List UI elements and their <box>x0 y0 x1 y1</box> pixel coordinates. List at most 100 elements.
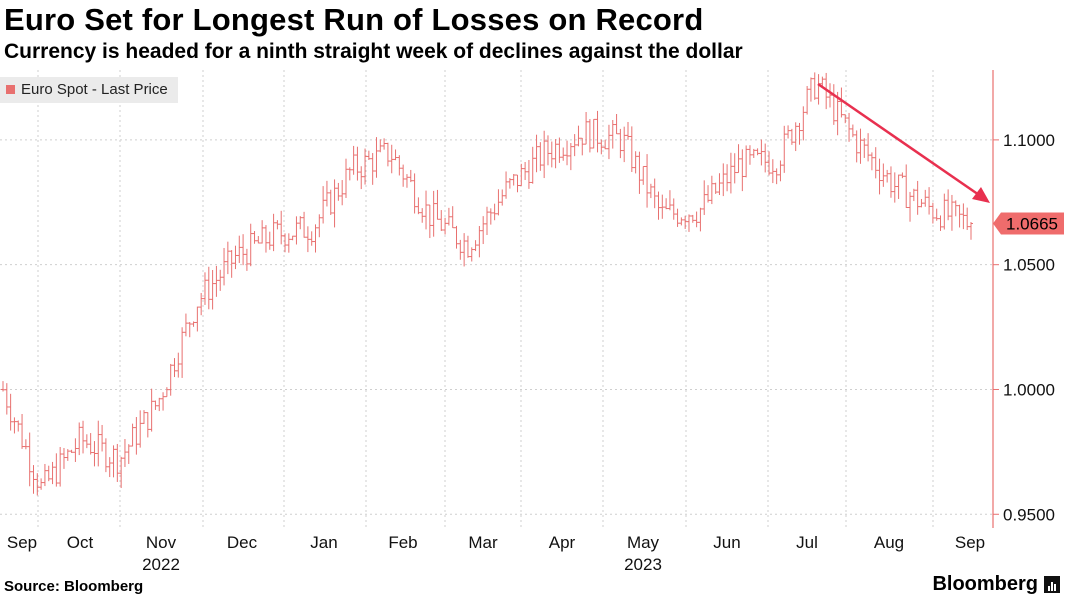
price-bar <box>1 381 5 392</box>
price-bar <box>202 272 207 305</box>
price-bar <box>587 119 592 153</box>
price-bar <box>492 203 497 221</box>
legend: Euro Spot - Last Price <box>0 77 178 103</box>
price-bar <box>679 217 684 226</box>
price-bar <box>812 72 817 100</box>
price-bar <box>145 412 150 438</box>
price-bar <box>404 174 409 188</box>
price-bar <box>328 189 333 215</box>
price-bar <box>23 439 28 450</box>
price-bar <box>164 387 169 398</box>
price-bar <box>534 134 539 173</box>
price-bar <box>683 215 688 229</box>
price-bar <box>698 207 703 232</box>
price-bar <box>8 393 13 431</box>
price-bar <box>103 438 108 473</box>
price-bar <box>305 226 310 253</box>
price-bar <box>816 74 821 105</box>
price-bar <box>603 139 608 150</box>
legend-swatch <box>6 85 15 94</box>
price-bar <box>16 420 21 432</box>
price-bar <box>504 171 509 199</box>
price-bar <box>965 207 970 230</box>
price-bar <box>664 198 669 210</box>
price-bar <box>199 292 204 316</box>
x-tick-label: Nov <box>146 533 177 552</box>
price-bar <box>839 87 844 118</box>
price-bar <box>439 210 444 231</box>
x-tick-label: Mar <box>468 533 498 552</box>
price-bar <box>877 158 882 195</box>
price-bar <box>732 153 737 184</box>
price-bar <box>919 198 924 208</box>
price-bar <box>366 150 371 160</box>
price-bar <box>50 461 55 485</box>
price-bar <box>465 235 470 258</box>
price-bar <box>869 152 874 171</box>
price-bar <box>915 180 920 215</box>
price-bar <box>969 221 973 240</box>
price-bar <box>210 270 215 310</box>
price-bar <box>302 211 307 238</box>
price-bar <box>168 363 173 396</box>
price-bar <box>65 449 70 461</box>
price-bar <box>820 76 825 87</box>
price-bar <box>953 200 958 217</box>
price-bar <box>557 137 562 163</box>
y-tick-label: 1.0000 <box>1003 380 1055 399</box>
price-bar <box>187 321 192 338</box>
price-bar <box>233 245 238 270</box>
price-bar <box>183 313 188 337</box>
x-tick-label: Apr <box>549 533 576 552</box>
price-bar <box>827 83 832 108</box>
price-bar <box>244 248 249 271</box>
price-bar <box>774 168 779 185</box>
price-bar <box>709 175 714 205</box>
price-bar <box>656 191 661 220</box>
price-bar <box>263 225 268 253</box>
price-bar <box>42 463 47 487</box>
brand-name: Bloomberg <box>932 573 1038 595</box>
price-bar <box>549 141 554 168</box>
price-bar <box>835 91 840 136</box>
price-bar <box>157 397 162 412</box>
price-bar <box>500 189 505 206</box>
price-bar <box>427 204 432 239</box>
x-year-label: 2022 <box>142 555 180 574</box>
price-bar <box>424 190 429 230</box>
price-bar <box>561 147 566 161</box>
price-bar <box>614 113 619 135</box>
x-tick-label: Jan <box>310 533 337 552</box>
price-bar <box>892 172 897 203</box>
price-bar <box>786 125 791 139</box>
price-bar <box>511 174 516 186</box>
price-bar <box>324 180 329 207</box>
price-bar <box>595 110 600 153</box>
price-bar <box>355 146 360 181</box>
price-bar <box>645 154 650 208</box>
price-bar <box>359 166 364 190</box>
price-bar <box>420 208 425 223</box>
price-series <box>1 72 973 496</box>
price-bar <box>584 111 589 145</box>
price-bar <box>934 208 939 221</box>
price-bar <box>523 161 528 180</box>
chart-subtitle: Currency is headed for a ninth straight … <box>4 40 743 63</box>
price-bar <box>721 163 726 197</box>
price-bar <box>31 465 36 494</box>
price-bar <box>248 223 253 267</box>
price-bar <box>568 143 573 171</box>
price-bar <box>751 148 756 159</box>
price-bar <box>515 174 520 193</box>
price-bar <box>778 160 783 182</box>
price-bar <box>195 306 200 332</box>
price-bar <box>294 216 299 245</box>
price-bar <box>252 231 257 244</box>
price-bar <box>572 134 577 157</box>
price-bar <box>736 144 741 174</box>
price-bar <box>153 400 158 410</box>
bloomberg-logo: Bloomberg <box>932 573 1060 596</box>
price-bar <box>126 444 131 464</box>
price-bar <box>214 265 219 297</box>
price-bar <box>401 164 406 187</box>
